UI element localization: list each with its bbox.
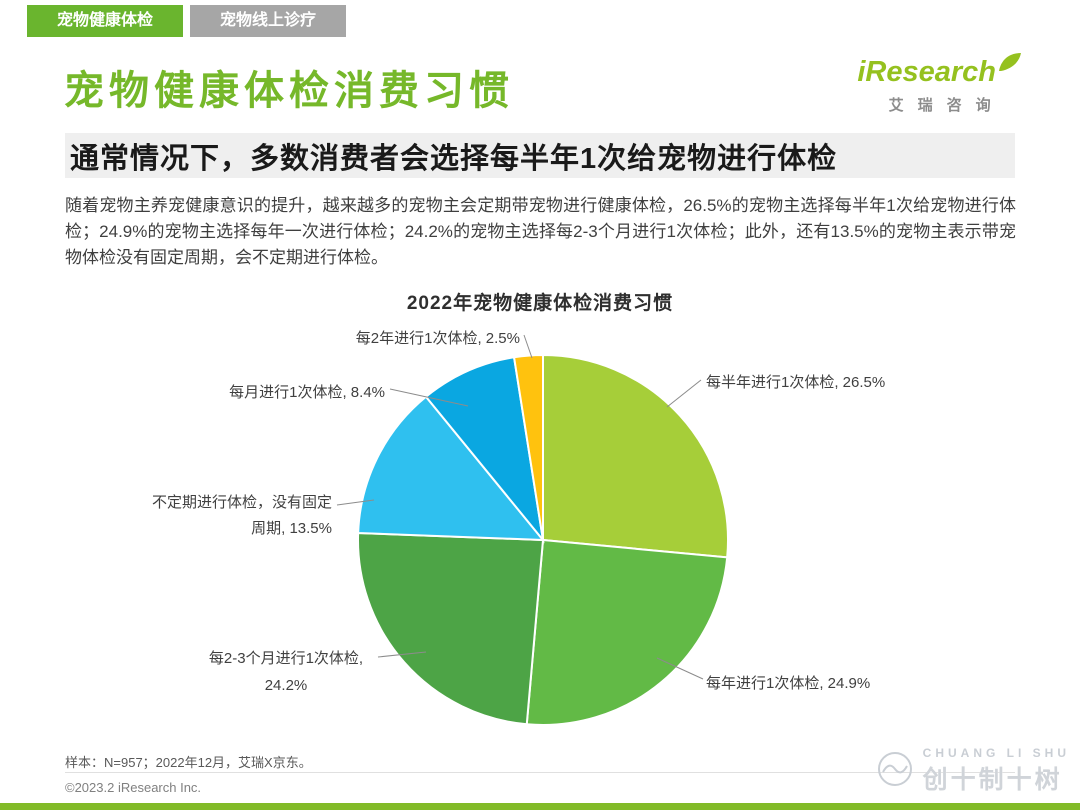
tab-pet-health-checkup[interactable]: 宠物健康体检 — [27, 5, 184, 37]
callout-irregular-line1: 不定期进行体检，没有固定 — [151, 494, 332, 511]
leader-line-monthly — [389, 388, 469, 407]
body-paragraph: 随着宠物主养宠健康意识的提升，越来越多的宠物主会定期带宠物进行健康体检，26.5… — [65, 196, 1016, 267]
watermark-latin-text: CHUANG LI SHU — [922, 746, 1070, 760]
callout-irregular: 不定期进行体检，没有固定 周期, 13.5% — [112, 490, 332, 542]
watermark: CHUANG LI SHU 创十制十树 — [875, 746, 1070, 796]
copyright: ©2023.2 iResearch Inc. — [65, 780, 202, 795]
callout-two-three-months: 每2-3个月进行1次体检, 24.2% — [186, 645, 386, 699]
pie-slice-2 — [357, 531, 545, 726]
tab-pet-online-care[interactable]: 宠物线上诊疗 — [190, 5, 347, 37]
footer-divider — [65, 772, 1015, 773]
callout-monthly: 每月进行1次体检, 8.4% — [229, 384, 385, 401]
watermark-logo-icon — [875, 749, 915, 794]
top-tabs: 宠物健康体检 宠物线上诊疗 — [27, 5, 347, 37]
callout-two-three-months-line2: 24.2% — [264, 677, 308, 694]
pie-slice-1 — [525, 538, 729, 726]
leader-line-half-year — [666, 379, 702, 408]
watermark-chinese-text: 创十制十树 — [922, 766, 1063, 794]
leader-line-two-three-months — [377, 651, 427, 658]
callout-yearly: 每年进行1次体检, 24.9% — [706, 675, 871, 692]
callout-two-three-months-line1: 每2-3个月进行1次体检, — [208, 650, 364, 667]
leaf-icon — [998, 52, 1022, 77]
iresearch-wordmark: iResearch — [857, 56, 996, 88]
subtitle-bar: 通常情况下，多数消费者会选择每半年1次给宠物进行体检 — [65, 133, 1015, 178]
pie-chart-svg — [336, 334, 729, 726]
bottom-accent-bar — [0, 803, 1080, 810]
callout-two-years: 每2年进行1次体检, 2.5% — [355, 330, 520, 347]
iresearch-logo: iResearch 艾瑞咨询 — [857, 53, 1022, 115]
pie-slices — [357, 353, 729, 726]
chart-title: 2022年宠物健康体检消费习惯 — [406, 293, 674, 314]
leader-line-irregular — [336, 499, 375, 506]
callout-irregular-line2: 周期, 13.5% — [251, 520, 332, 537]
pie-slice-3 — [357, 395, 546, 542]
slide-subtitle: 通常情况下，多数消费者会选择每半年1次给宠物进行体检 — [70, 142, 838, 175]
leader-lines — [336, 334, 704, 680]
leader-line-yearly — [656, 657, 704, 680]
callout-half-year: 每半年进行1次体检, 26.5% — [706, 374, 886, 391]
pie-chart-section: 2022年宠物健康体检消费习惯 每2年进行1次体检, 2.5% 每半年进行1次体… — [0, 280, 1080, 746]
leader-line-two-years — [523, 334, 533, 359]
pie-slice-5 — [512, 353, 544, 541]
iresearch-chinese-name: 艾瑞咨询 — [888, 97, 1005, 114]
sample-note: 样本：N=957；2022年12月，艾瑞X京东。 — [65, 755, 312, 770]
pie-slice-0 — [542, 353, 729, 559]
page-title: 宠物健康体检消费习惯 — [64, 69, 514, 113]
